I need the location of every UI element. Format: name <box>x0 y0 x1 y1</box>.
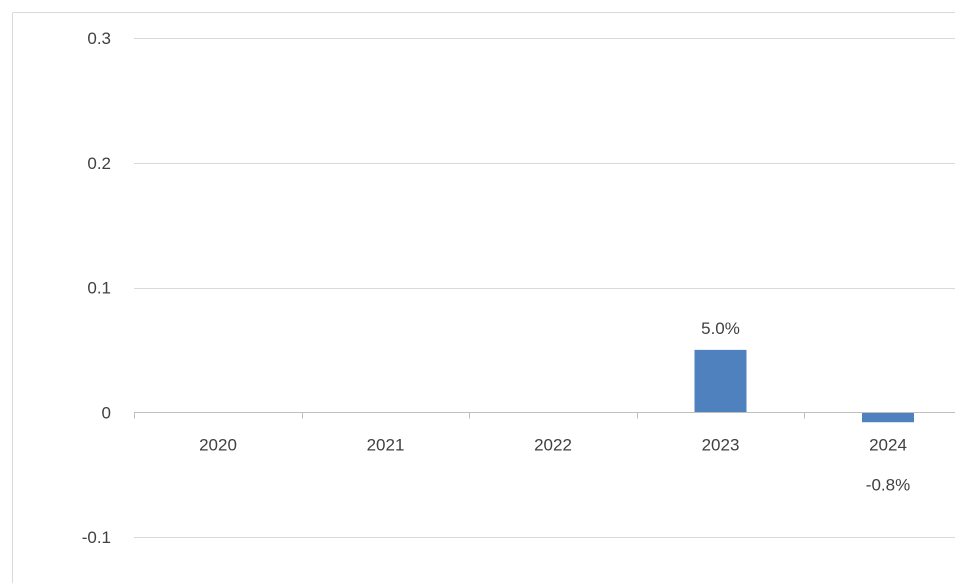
x-axis <box>134 412 955 419</box>
x-tick-label: 2021 <box>367 435 405 454</box>
gridlines <box>134 38 955 538</box>
chart-frame <box>12 12 955 583</box>
y-tick-label: 0 <box>102 403 111 422</box>
x-tick-label: 2022 <box>534 435 572 454</box>
y-tick-label: 0.2 <box>87 154 111 173</box>
y-tick-label: 0.3 <box>87 29 111 48</box>
bar-2023 <box>694 349 747 413</box>
data-labels: 5.0% -0.8% <box>701 319 910 494</box>
y-axis-tick-labels: 0.3 0.2 0.1 0 -0.1 <box>82 29 111 547</box>
bars <box>694 349 914 423</box>
data-label: 5.0% <box>701 319 740 338</box>
data-label: -0.8% <box>866 475 910 494</box>
x-tick-label: 2024 <box>869 435 907 454</box>
x-axis-tick-labels: 2020 2021 2022 2023 2024 <box>199 435 907 454</box>
y-tick-label: -0.1 <box>82 528 111 547</box>
x-tick-label: 2020 <box>199 435 237 454</box>
bar-2024 <box>862 412 914 423</box>
y-tick-label: 0.1 <box>87 279 111 298</box>
x-tick-label: 2023 <box>702 435 740 454</box>
